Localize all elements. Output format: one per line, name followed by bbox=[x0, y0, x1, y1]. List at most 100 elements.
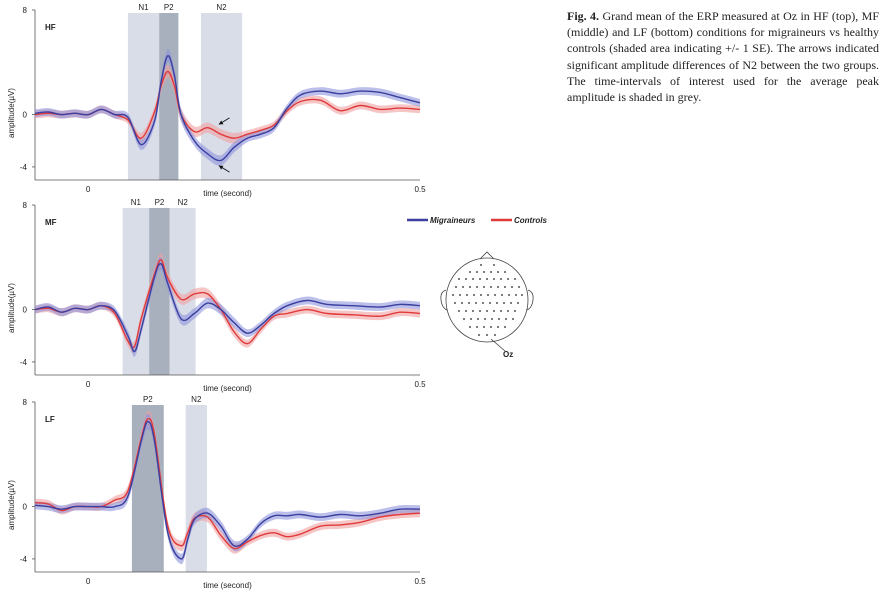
series-line-migraineurs bbox=[34, 55, 421, 162]
electrode-dot bbox=[452, 294, 454, 296]
electrode-dot bbox=[507, 310, 509, 312]
electrode-dot bbox=[490, 326, 492, 328]
window-label-n1: N1 bbox=[131, 198, 142, 207]
electrode-dot bbox=[486, 334, 488, 336]
x-axis-label: time (second) bbox=[203, 581, 252, 590]
electrode-dot bbox=[472, 310, 474, 312]
electrode-dot bbox=[498, 318, 500, 320]
right-ear-icon bbox=[526, 289, 534, 311]
electrode-dot bbox=[494, 334, 496, 336]
y-tick-label: 0 bbox=[23, 306, 28, 315]
electrode-dot bbox=[493, 278, 495, 280]
y-tick-label: 8 bbox=[23, 6, 28, 15]
x-tick-label: 0.5 bbox=[414, 577, 426, 586]
electrode-dot bbox=[466, 294, 468, 296]
electrode-dot bbox=[473, 294, 475, 296]
electrode-dot bbox=[512, 318, 514, 320]
electrode-dot bbox=[482, 302, 484, 304]
electrode-dot bbox=[497, 326, 499, 328]
n2-arrow-migraineurs bbox=[218, 165, 230, 173]
panel-label: HF bbox=[45, 23, 56, 32]
window-n1 bbox=[127, 13, 160, 180]
electrode-dot bbox=[483, 326, 485, 328]
window-n2 bbox=[185, 405, 207, 572]
window-label-n1: N1 bbox=[138, 3, 149, 12]
electrode-dot bbox=[461, 302, 463, 304]
y-tick-label: 8 bbox=[23, 201, 28, 210]
y-tick-label: 0 bbox=[23, 503, 28, 512]
x-tick-label: 0 bbox=[86, 380, 91, 389]
x-tick-label: 0.5 bbox=[414, 185, 426, 194]
caption-label: Fig. 4. bbox=[567, 9, 600, 23]
electrode-dot bbox=[477, 318, 479, 320]
electrode-head-map: Oz bbox=[440, 251, 534, 359]
arrow-head bbox=[218, 120, 224, 125]
head-outline bbox=[445, 257, 529, 343]
electrode-dot bbox=[476, 326, 478, 328]
electrode-dot bbox=[493, 264, 495, 266]
electrode-dot bbox=[490, 286, 492, 288]
series-line-controls bbox=[34, 417, 421, 550]
caption-text: Grand mean of the ERP measured at Oz in … bbox=[567, 9, 879, 105]
y-tick-label: -4 bbox=[20, 163, 28, 172]
window-p2 bbox=[149, 208, 170, 375]
electrode-dot bbox=[468, 302, 470, 304]
electrode-dot bbox=[480, 264, 482, 266]
electrode-dot bbox=[472, 278, 474, 280]
window-label-p2: P2 bbox=[155, 198, 165, 207]
left-ear-icon bbox=[440, 289, 448, 311]
electrode-dot bbox=[480, 294, 482, 296]
electrode-dot bbox=[507, 278, 509, 280]
electrode-dot bbox=[497, 271, 499, 273]
electrode-dot bbox=[496, 302, 498, 304]
series-line-migraineurs bbox=[34, 262, 421, 353]
panel-label: MF bbox=[45, 218, 57, 227]
arrow-head bbox=[218, 165, 224, 170]
electrode-dots bbox=[452, 264, 523, 336]
electrode-dot bbox=[494, 294, 496, 296]
oz-label: Oz bbox=[503, 350, 513, 359]
electrode-dot bbox=[504, 271, 506, 273]
electrode-dot bbox=[504, 286, 506, 288]
y-axis-label: amplitude(µV) bbox=[7, 88, 16, 138]
n2-arrow-controls bbox=[218, 117, 230, 125]
y-axis-label: amplitude(µV) bbox=[7, 283, 16, 333]
y-axis-label: amplitude(µV) bbox=[7, 480, 16, 530]
panel-label: LF bbox=[45, 415, 55, 424]
electrode-dot bbox=[476, 286, 478, 288]
erp-figure: N1 P2 N2 8 0 -4 0 0.5 time (second) amplitude(µV)… bbox=[7, 3, 547, 590]
window-label-n2: N2 bbox=[216, 3, 227, 12]
se-band-migraineurs bbox=[35, 413, 420, 565]
electrode-dot bbox=[458, 310, 460, 312]
y-tick-label: 0 bbox=[23, 111, 28, 120]
electrode-dot bbox=[505, 318, 507, 320]
series-line-migraineurs bbox=[34, 420, 421, 560]
x-tick-label: 0 bbox=[86, 185, 91, 194]
window-p2 bbox=[159, 13, 179, 180]
x-axis-label: time (second) bbox=[203, 384, 252, 393]
electrode-dot bbox=[508, 294, 510, 296]
electrode-dot bbox=[486, 310, 488, 312]
electrode-dot bbox=[479, 310, 481, 312]
x-axis-label: time (second) bbox=[203, 189, 252, 198]
y-tick-label: -4 bbox=[20, 555, 28, 564]
electrode-dot bbox=[462, 286, 464, 288]
electrode-dot bbox=[503, 302, 505, 304]
window-label-p2: P2 bbox=[164, 3, 174, 12]
electrode-dot bbox=[493, 310, 495, 312]
window-label-p2: P2 bbox=[143, 395, 153, 404]
electrode-dot bbox=[490, 271, 492, 273]
electrode-dot bbox=[469, 271, 471, 273]
electrode-dot bbox=[479, 278, 481, 280]
electrode-dot bbox=[517, 302, 519, 304]
legend-label-controls: Controls bbox=[514, 216, 547, 225]
electrode-dot bbox=[515, 294, 517, 296]
electrode-dot bbox=[478, 334, 480, 336]
electrode-dot bbox=[501, 294, 503, 296]
electrode-dot bbox=[521, 294, 523, 296]
electrode-dot bbox=[500, 310, 502, 312]
y-tick-label: 8 bbox=[23, 398, 28, 407]
figure-caption: Fig. 4. Grand mean of the ERP measured a… bbox=[567, 8, 879, 105]
nose-icon bbox=[479, 251, 495, 260]
electrode-dot bbox=[465, 278, 467, 280]
